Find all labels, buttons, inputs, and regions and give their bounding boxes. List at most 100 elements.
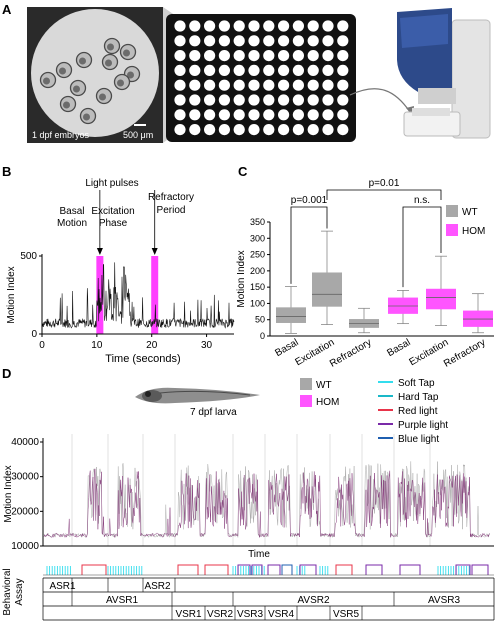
- d-ytick-label-0: 10000: [11, 541, 39, 552]
- well-2-7: [278, 50, 290, 62]
- c-cat-label-5: Refractory: [442, 337, 487, 370]
- well-0-11: [337, 20, 349, 32]
- panel-a-letter: A: [2, 2, 12, 17]
- well-3-11: [337, 64, 349, 76]
- well-7-2: [204, 124, 216, 136]
- b-x-label: Time (seconds): [105, 353, 180, 365]
- pulse-9: [365, 564, 383, 575]
- well-0-3: [218, 20, 230, 32]
- assay-label-1: Behavioral: [2, 568, 13, 615]
- well-5-9: [307, 94, 319, 106]
- assay-row2-0: AVSR1: [106, 595, 138, 606]
- embryo-core-5: [43, 77, 50, 85]
- well-7-0: [174, 124, 186, 136]
- panel-b-letter: B: [2, 164, 11, 179]
- well-6-5: [248, 109, 260, 121]
- panel-d-letter: D: [2, 366, 11, 381]
- well-6-1: [189, 109, 201, 121]
- well-6-7: [278, 109, 290, 121]
- b-xtick-label-2: 20: [146, 340, 158, 351]
- c-ytick-label-2: 100: [250, 298, 265, 308]
- c-ytick-label-1: 50: [255, 315, 265, 325]
- well-5-8: [292, 94, 304, 106]
- b-xtick-label-1: 10: [91, 340, 103, 351]
- well-2-0: [174, 50, 186, 62]
- well-7-5: [248, 124, 260, 136]
- well-2-11: [337, 50, 349, 62]
- well-6-0: [174, 109, 186, 121]
- well-1-0: [174, 35, 186, 47]
- c-ytick-label-5: 250: [250, 250, 265, 260]
- well-2-8: [292, 50, 304, 62]
- well-6-10: [322, 109, 334, 121]
- well-5-0: [174, 94, 186, 106]
- well-7-1: [189, 124, 201, 136]
- c-ytick-label-4: 200: [250, 266, 265, 276]
- pulse-0: [81, 564, 107, 575]
- c-box-1: [312, 272, 342, 307]
- well-1-10: [322, 35, 334, 47]
- c-box-4: [426, 288, 456, 310]
- embryos-group: [39, 37, 141, 125]
- pulse-2: [204, 564, 229, 575]
- sig-basal-exc-label: p=0.001: [291, 195, 328, 206]
- c-cat-label-3: Basal: [385, 337, 412, 359]
- arrow-head-pulse-2: [151, 248, 158, 255]
- well-4-5: [248, 79, 260, 91]
- pulse-1: [177, 564, 199, 575]
- c-legend-swatch-1: [446, 224, 458, 236]
- ann-ref-2: Period: [157, 205, 186, 216]
- b-xtick-label-3: 30: [201, 340, 213, 351]
- d-legend-label-1: HOM: [316, 397, 339, 408]
- well-2-4: [233, 50, 245, 62]
- well-4-6: [263, 79, 275, 91]
- well-5-2: [204, 94, 216, 106]
- well-3-6: [263, 64, 275, 76]
- assay-label-2: Assay: [14, 578, 25, 605]
- well-7-9: [307, 124, 319, 136]
- well-0-9: [307, 20, 319, 32]
- well-1-11: [337, 35, 349, 47]
- pulse-8: [335, 564, 353, 575]
- d-stim-label-1: Hard Tap: [398, 392, 439, 403]
- embryo-core-6: [59, 67, 66, 75]
- c-ytick-label-6: 300: [250, 233, 265, 243]
- d-ytick-label-3: 40000: [11, 437, 39, 448]
- c-legend-label-0: WT: [462, 207, 478, 218]
- sig-hom: [402, 206, 442, 288]
- assay-row3-3: VSR4: [268, 609, 295, 620]
- c-ytick-label-0: 0: [260, 331, 265, 341]
- well-3-9: [307, 64, 319, 76]
- well-2-9: [307, 50, 319, 62]
- well-2-3: [218, 50, 230, 62]
- embryo-core-8: [99, 93, 106, 101]
- embryo-core-2: [79, 57, 86, 65]
- embryo-caption: 1 dpf embryos: [32, 130, 90, 140]
- d-ytick-label-1: 20000: [11, 506, 39, 517]
- sig-exc-exc: [326, 189, 442, 200]
- well-2-10: [322, 50, 334, 62]
- well-0-1: [189, 20, 201, 32]
- well-4-9: [307, 79, 319, 91]
- assay-row3-2: VSR3: [237, 609, 264, 620]
- ann-light: Light pulses: [85, 178, 138, 189]
- well-6-9: [307, 109, 319, 121]
- b-xtick-label-0: 0: [39, 340, 45, 351]
- pulse-4: [251, 564, 263, 575]
- well-0-10: [322, 20, 334, 32]
- well-7-10: [322, 124, 334, 136]
- well-6-3: [218, 109, 230, 121]
- well-1-7: [278, 35, 290, 47]
- pulse-11: [455, 564, 471, 575]
- well-7-8: [292, 124, 304, 136]
- d-legend-label-0: WT: [316, 380, 332, 391]
- well-3-2: [204, 64, 216, 76]
- sig-basal-exc: [290, 206, 328, 284]
- d-stim-label-0: Soft Tap: [398, 378, 435, 389]
- d-ytick-label-2: 30000: [11, 472, 39, 483]
- wt-trace: [43, 461, 490, 539]
- c-legend-label-1: HOM: [462, 226, 485, 237]
- b-ytick-label-1: 500: [20, 251, 37, 262]
- well-4-7: [278, 79, 290, 91]
